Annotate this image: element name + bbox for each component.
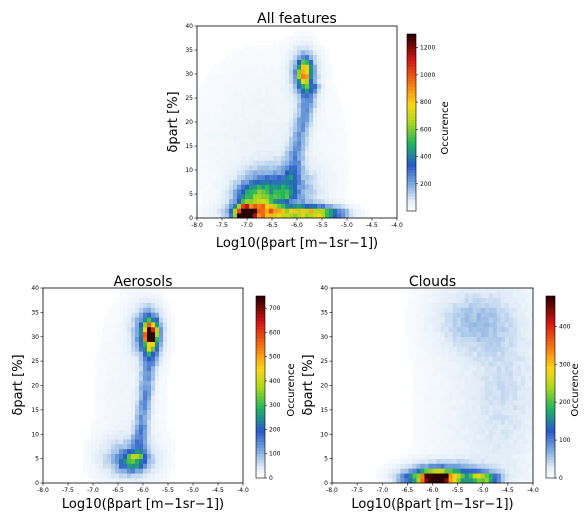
colorbar-tick-label: 400 bbox=[559, 323, 571, 330]
x-tick-label: -4.0 bbox=[237, 487, 249, 494]
y-tick-label: 0 bbox=[324, 480, 328, 487]
x-tick-label: -5.5 bbox=[316, 222, 328, 229]
colorbar-tick-label: 1200 bbox=[420, 45, 435, 52]
y-tick-label: 0 bbox=[189, 215, 193, 222]
x-tick-label: -7.5 bbox=[351, 487, 363, 494]
y-tick-label: 15 bbox=[31, 407, 39, 414]
y-tick-label: 5 bbox=[35, 456, 39, 463]
chart-title: All features bbox=[257, 11, 337, 27]
y-tick-label: 10 bbox=[320, 431, 328, 438]
colorbar-tick-label: 700 bbox=[269, 305, 281, 312]
colorbar-tick-label: 200 bbox=[559, 399, 571, 406]
x-tick-label: -8.0 bbox=[326, 487, 338, 494]
x-tick-label: -5.5 bbox=[452, 487, 464, 494]
colorbar-tick-label: 300 bbox=[269, 402, 281, 409]
y-tick-label: 0 bbox=[35, 480, 39, 487]
x-tick-label: -5.0 bbox=[187, 487, 199, 494]
x-tick-label: -6.5 bbox=[112, 487, 124, 494]
colorbar-tick-label: 200 bbox=[269, 426, 281, 433]
x-tick-label: -6.5 bbox=[402, 487, 414, 494]
y-tick-label: 5 bbox=[189, 191, 193, 198]
colorbar-tick-label: 600 bbox=[269, 329, 281, 336]
x-tick-label: -5.0 bbox=[477, 487, 489, 494]
x-tick-label: -4.5 bbox=[212, 487, 224, 494]
colorbar-tick-label: 100 bbox=[559, 437, 571, 444]
y-axis-label: δpart [%] bbox=[166, 91, 181, 152]
colorbar bbox=[406, 33, 417, 212]
y-axis-label: δpart [%] bbox=[301, 354, 316, 415]
y-tick-label: 5 bbox=[324, 456, 328, 463]
x-tick-label: -4.0 bbox=[391, 222, 403, 229]
x-tick-label: -4.5 bbox=[366, 222, 378, 229]
x-tick-label: -7.0 bbox=[241, 222, 253, 229]
x-tick-label: -5.5 bbox=[162, 487, 174, 494]
x-tick-label: -6.5 bbox=[266, 222, 278, 229]
heatmap-grid-2 bbox=[376, 288, 534, 484]
x-tick-label: -7.5 bbox=[62, 487, 74, 494]
colorbar-label: Occurence bbox=[570, 363, 581, 416]
x-tick-label: -6.0 bbox=[427, 487, 439, 494]
y-tick-label: 30 bbox=[320, 334, 328, 341]
colorbar-tick-label: 400 bbox=[420, 154, 432, 161]
x-tick-label: -4.0 bbox=[527, 487, 539, 494]
heatmap-grid-0 bbox=[197, 30, 370, 219]
y-tick-label: 35 bbox=[185, 47, 193, 54]
x-tick-label: -5.0 bbox=[341, 222, 353, 229]
y-tick-label: 15 bbox=[320, 407, 328, 414]
colorbar-tick-label: 200 bbox=[420, 181, 432, 188]
colorbar-label: Occurence bbox=[286, 363, 297, 416]
colorbar-tick-label: 300 bbox=[559, 361, 571, 368]
colorbar-tick-label: 100 bbox=[269, 451, 281, 458]
x-tick-label: -8.0 bbox=[37, 487, 49, 494]
y-tick-label: 30 bbox=[31, 334, 39, 341]
y-axis-label: δpart [%] bbox=[11, 354, 26, 415]
y-tick-label: 20 bbox=[31, 383, 39, 390]
colorbar-label: Occurence bbox=[440, 101, 451, 154]
colorbar-tick-label: 1000 bbox=[420, 72, 435, 79]
chart-title: Aerosols bbox=[113, 274, 172, 290]
x-tick-label: -7.0 bbox=[87, 487, 99, 494]
colorbar-tick-label: 500 bbox=[269, 354, 281, 361]
x-tick-label: -6.0 bbox=[291, 222, 303, 229]
y-tick-label: 20 bbox=[185, 119, 193, 126]
x-axis-label: Log10(βpart [m−1sr−1]) bbox=[351, 497, 513, 512]
chart-title: Clouds bbox=[409, 274, 456, 290]
colorbar bbox=[255, 295, 266, 479]
colorbar-tick-label: 0 bbox=[559, 475, 563, 482]
colorbar-tick-label: 600 bbox=[420, 126, 432, 133]
y-tick-label: 10 bbox=[185, 167, 193, 174]
x-axis-label: Log10(βpart [m−1sr−1]) bbox=[216, 236, 378, 251]
y-tick-label: 10 bbox=[31, 431, 39, 438]
x-tick-label: -7.0 bbox=[376, 487, 388, 494]
y-tick-label: 35 bbox=[320, 309, 328, 316]
y-tick-label: 35 bbox=[31, 309, 39, 316]
x-tick-label: -8.0 bbox=[191, 222, 203, 229]
y-tick-label: 25 bbox=[320, 358, 328, 365]
y-tick-label: 15 bbox=[185, 143, 193, 150]
x-tick-label: -4.5 bbox=[502, 487, 514, 494]
colorbar bbox=[545, 295, 556, 479]
y-tick-label: 40 bbox=[320, 285, 328, 292]
x-tick-label: -6.0 bbox=[137, 487, 149, 494]
y-tick-label: 25 bbox=[185, 95, 193, 102]
x-tick-label: -7.5 bbox=[216, 222, 228, 229]
y-tick-label: 40 bbox=[185, 23, 193, 30]
y-tick-label: 40 bbox=[31, 285, 39, 292]
colorbar-tick-label: 400 bbox=[269, 378, 281, 385]
y-tick-label: 30 bbox=[185, 71, 193, 78]
colorbar-tick-label: 800 bbox=[420, 99, 432, 106]
heatmap-grid-1 bbox=[83, 288, 176, 484]
y-tick-label: 20 bbox=[320, 383, 328, 390]
colorbar-tick-label: 0 bbox=[269, 475, 273, 482]
y-tick-label: 25 bbox=[31, 358, 39, 365]
x-axis-label: Log10(βpart [m−1sr−1]) bbox=[62, 497, 224, 512]
